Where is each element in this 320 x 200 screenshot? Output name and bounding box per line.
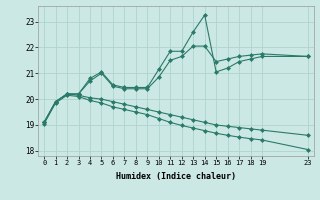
X-axis label: Humidex (Indice chaleur): Humidex (Indice chaleur) — [116, 172, 236, 181]
